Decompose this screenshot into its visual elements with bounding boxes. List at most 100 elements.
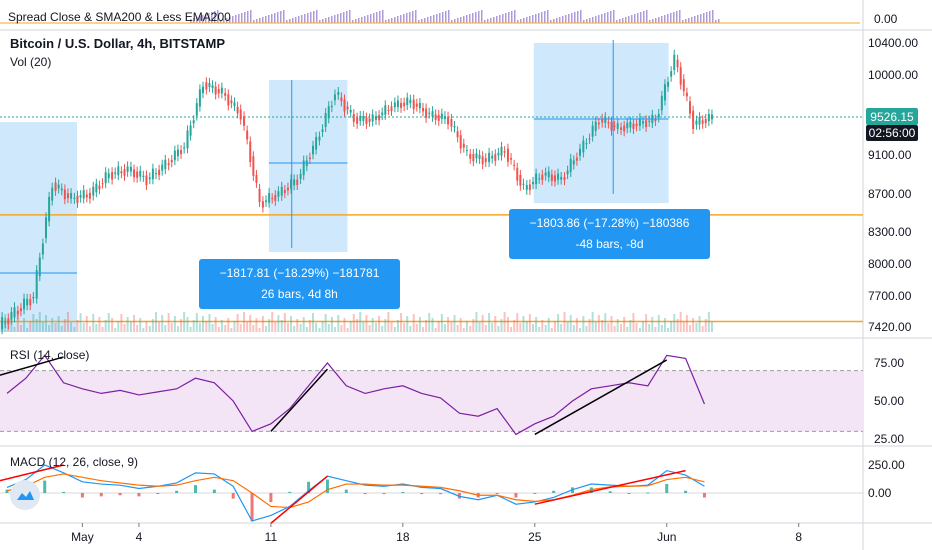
candle-body [261,201,264,208]
candle-body [202,86,204,94]
candle-body [19,308,22,312]
strip-bar [202,15,204,23]
strip-bar [319,20,321,23]
macd-histogram-bar [420,493,424,495]
macd-histogram-bar [43,480,47,493]
volume-bar [491,323,494,332]
candle-body [434,114,437,120]
candle-body [616,123,619,129]
time-tick-label: 8 [795,530,802,544]
volume-bar [352,314,355,332]
volume-bar [13,327,16,332]
candle-body [129,166,132,172]
volume-bar [330,317,333,332]
volume-bar [274,322,277,332]
strip-bar [577,11,579,23]
candle-body [57,184,60,189]
candle-body [340,97,343,102]
strip-bar [709,11,711,23]
strip-bar [583,20,585,23]
volume-bar [349,321,352,332]
volume-bar [111,318,114,332]
volume-bar [255,318,258,332]
candle-body [544,172,547,176]
strip-bar [682,20,684,23]
candle-body [26,298,29,306]
candle-body [161,164,164,171]
volume-bar [604,313,607,332]
strip-bar [685,19,687,23]
volume-bar [286,323,289,332]
volume-bar [503,312,506,332]
candle-body [582,140,585,153]
strip-bar [511,11,513,23]
candle-body [525,185,528,190]
candle-body [337,91,340,95]
candle-body [92,186,95,196]
candle-body [308,157,311,160]
price-tick-label: 8700.00 [868,187,912,201]
candle-body [428,112,431,114]
macd-histogram-bar [665,484,669,493]
volume-bar [195,313,198,332]
strip-bar [529,16,531,23]
strip-bar [520,19,522,23]
strip-bar [565,15,567,23]
candle-body [663,84,666,101]
strip-bar [412,11,414,23]
volume-bar [434,328,437,332]
strip-bar [391,18,393,23]
strip-bar [238,14,240,23]
volume-bar [632,313,635,332]
volume-bar [450,322,453,332]
volume-bar [443,324,446,332]
tradingview-logo[interactable] [10,480,40,510]
volume-bar [663,318,666,332]
strip-bar [361,17,363,23]
volume-bar [246,322,249,332]
strip-bar [514,10,516,23]
candle-body [400,103,403,108]
price-tick-label: 10000.00 [868,68,918,82]
candle-body [82,190,85,199]
macd-histogram-bar [382,493,386,495]
volume-bar [613,326,616,332]
candle-body [45,217,47,239]
countdown-badge: 02:56:00 [866,125,918,141]
volume-bar [594,322,597,332]
candle-body [390,106,393,111]
strip-bar [691,17,693,23]
strip-bar [418,20,420,23]
candle-body [290,179,293,189]
volume-bar [38,312,41,332]
main-chart-title: Bitcoin / U.S. Dollar, 4h, BITSTAMP [10,36,225,51]
candle-body [142,175,145,177]
candle-body [16,310,19,315]
time-tick-label: 4 [136,530,143,544]
candle-body [35,270,38,299]
strip-bar [667,14,669,23]
volume-bar [362,322,365,332]
volume-bar [16,315,19,332]
strip-bar [547,10,549,23]
strip-bar [406,13,408,23]
countdown-value: 02:56:00 [869,126,916,140]
volume-bar [73,327,76,332]
candle-body [667,81,670,87]
strip-bar [700,14,702,23]
strip-bar [664,15,666,23]
candle-body [607,122,610,124]
candle-body [359,115,362,121]
rsi-line [6,354,706,436]
candle-body [623,125,626,132]
volume-bar [390,322,393,332]
volume-bar [469,326,472,332]
volume-bar [406,316,409,332]
candle-body [535,173,538,185]
volume-bar [346,328,349,332]
volume-bar [651,317,654,332]
last-price-badge: 9526.15 [866,108,918,125]
candle-body [327,106,330,119]
candle-body [158,169,161,176]
